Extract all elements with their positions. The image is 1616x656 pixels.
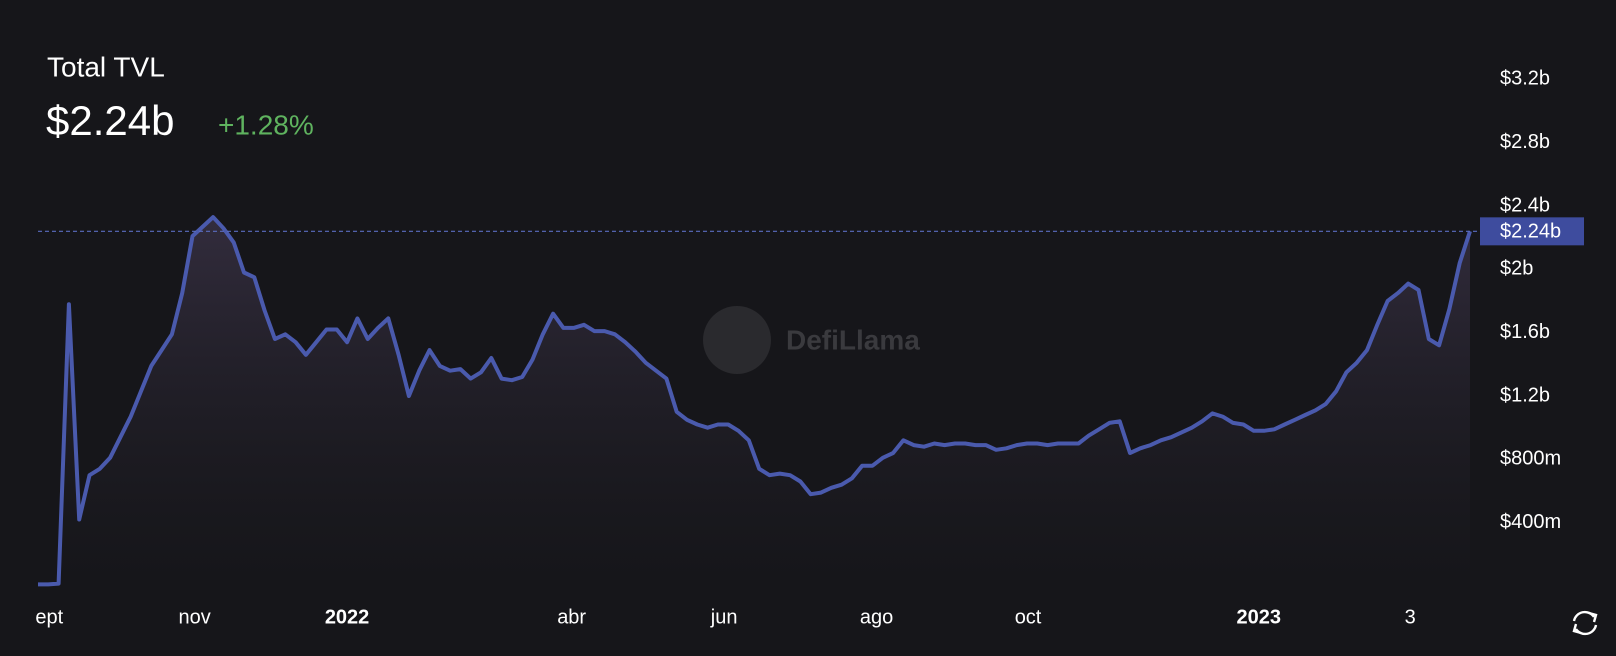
x-tick-label: 3 bbox=[1405, 606, 1416, 628]
x-tick-label: abr bbox=[557, 606, 586, 628]
x-tick-label: ept bbox=[35, 606, 63, 628]
current-value: $2.24b bbox=[46, 97, 174, 144]
watermark-logo bbox=[703, 306, 771, 374]
plot-area: DefiLlama bbox=[38, 215, 1472, 587]
refresh-arrow bbox=[1572, 623, 1582, 635]
line bbox=[38, 215, 1472, 587]
refresh-arrow bbox=[1588, 611, 1598, 623]
y-tick-label: $3.2b bbox=[1500, 68, 1550, 90]
watermark: DefiLlama bbox=[786, 324, 920, 355]
x-tick-label: 2023 bbox=[1237, 606, 1282, 628]
x-tick-label: 2022 bbox=[325, 606, 370, 628]
current-value-box bbox=[1480, 217, 1584, 246]
y-tick-label: $400m bbox=[1500, 511, 1561, 533]
current-value-tag: $2.24b bbox=[1500, 221, 1561, 243]
refresh-button[interactable] bbox=[1572, 610, 1598, 636]
y-tick-label: $800m bbox=[1500, 448, 1561, 470]
y-tick-label: $2.4b bbox=[1500, 194, 1550, 216]
x-tick-label: ago bbox=[860, 606, 893, 628]
y-tick-label: $2.8b bbox=[1500, 131, 1550, 153]
change: +1.28% bbox=[218, 109, 314, 140]
area bbox=[38, 217, 1470, 586]
chart-title: Total TVL bbox=[47, 51, 165, 82]
x-tick-label: nov bbox=[178, 606, 210, 628]
x-tick-label: oct bbox=[1015, 606, 1042, 628]
x-tick-label: jun bbox=[710, 606, 738, 628]
y-tick-label: $1.6b bbox=[1500, 321, 1550, 343]
y-tick-label: $1.2b bbox=[1500, 384, 1550, 406]
y-tick-label: $2b bbox=[1500, 258, 1533, 280]
